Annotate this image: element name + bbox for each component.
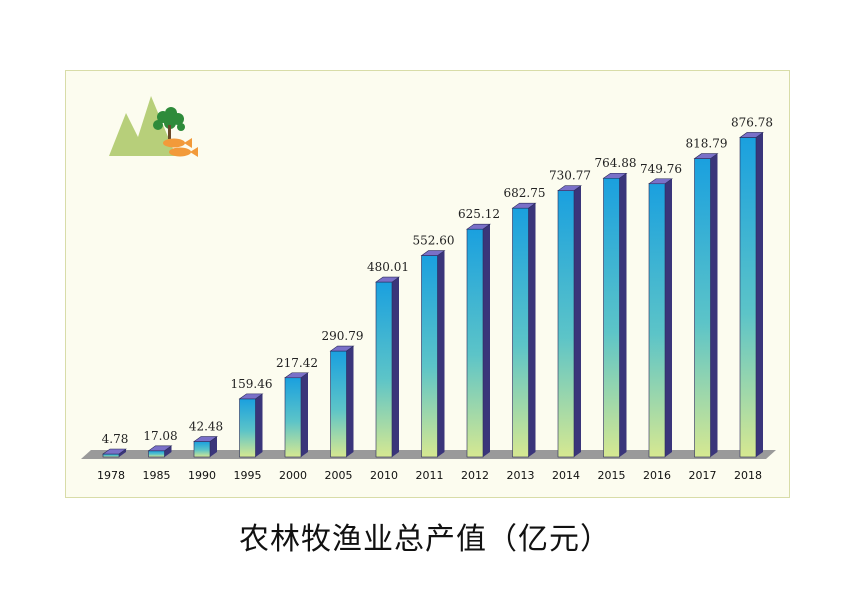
data-label-1985: 17.08 <box>143 429 177 443</box>
bar-1990 <box>193 436 218 458</box>
chart-title: 农林牧渔业总产值（亿元） <box>239 522 611 557</box>
bar-2017 <box>693 153 719 458</box>
tick-label-2012: 2012 <box>461 469 489 482</box>
x-axis-tick-labels: 1978 1985 1990 1995 2000 2005 2010 2011 2012 2013… <box>97 469 762 482</box>
bar-2010 <box>375 276 400 458</box>
data-label-2016: 749.76 <box>640 162 682 176</box>
bar-2014 <box>557 185 582 458</box>
tick-label-2005: 2005 <box>325 469 353 482</box>
data-label-2018: 876.78 <box>731 115 773 129</box>
data-label-2000: 217.42 <box>276 356 318 370</box>
bar-2011 <box>420 250 446 458</box>
data-label-2012: 625.12 <box>458 207 500 221</box>
tick-label-2018: 2018 <box>734 469 762 482</box>
tick-label-2014: 2014 <box>552 469 580 482</box>
bar-2005 <box>329 345 355 458</box>
bar-chart: 1978 1985 1990 1995 2000 2005 2010 2011 2012 2013… <box>81 96 776 482</box>
bar-2000 <box>284 372 309 458</box>
chart-panel: 1978 1985 1990 1995 2000 2005 2010 2011 2012 2013… <box>65 70 790 498</box>
mountain-tree-fish-logo <box>109 96 198 157</box>
data-label-2005: 290.79 <box>322 329 364 343</box>
tick-label-2010: 2010 <box>370 469 398 482</box>
tick-label-2000: 2000 <box>279 469 307 482</box>
tick-label-2016: 2016 <box>643 469 671 482</box>
bar-2012 <box>466 223 491 458</box>
bar-2018 <box>739 132 764 458</box>
data-label-2017: 818.79 <box>686 137 728 151</box>
bar-1995 <box>238 393 264 458</box>
bar-2016 <box>648 178 673 458</box>
bar-series <box>102 132 764 458</box>
bar-1985 <box>147 445 173 458</box>
tick-label-1978: 1978 <box>97 469 125 482</box>
data-label-2010: 480.01 <box>367 260 409 274</box>
tick-label-2013: 2013 <box>507 469 535 482</box>
tick-label-1995: 1995 <box>234 469 262 482</box>
tick-label-2011: 2011 <box>416 469 444 482</box>
data-label-1990: 42.48 <box>189 420 223 434</box>
data-label-2011: 552.60 <box>413 234 455 248</box>
bar-2013 <box>511 202 537 458</box>
tick-label-1985: 1985 <box>143 469 171 482</box>
bar-2015 <box>602 172 628 458</box>
data-label-2015: 764.88 <box>595 156 637 170</box>
data-label-1978: 4.78 <box>102 432 129 446</box>
bar-1978 <box>102 448 127 458</box>
tick-label-1990: 1990 <box>188 469 216 482</box>
tick-label-2015: 2015 <box>598 469 626 482</box>
data-label-2014: 730.77 <box>549 169 591 183</box>
data-label-1995: 159.46 <box>231 377 273 391</box>
tick-label-2017: 2017 <box>689 469 717 482</box>
data-label-2013: 682.75 <box>504 186 546 200</box>
